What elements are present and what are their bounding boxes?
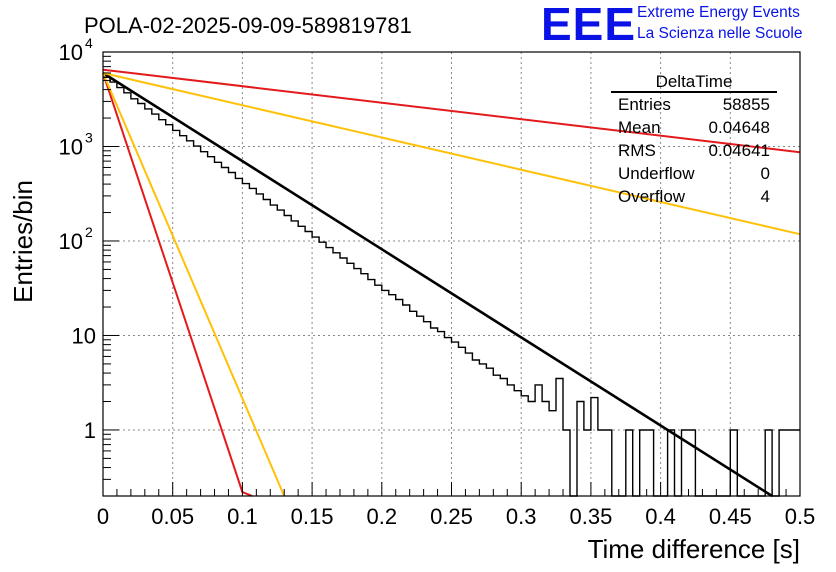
stats-title: DeltaTime (656, 72, 733, 91)
y-tick-exponent: 4 (85, 35, 93, 51)
line-shallow-red (102, 68, 801, 154)
x-tick-label: 0.3 (506, 504, 537, 529)
x-tick-label: 0.5 (785, 504, 816, 529)
x-tick-label: 0.4 (645, 504, 676, 529)
y-axis-label: Entries/bin (8, 180, 38, 303)
x-tick-label: 0.45 (709, 504, 752, 529)
chart-title: POLA-02-2025-09-09-589819781 (84, 13, 412, 38)
stats-row-value: 58855 (723, 95, 770, 114)
stats-row-value: 0.04648 (709, 118, 770, 137)
stats-row-label: Entries (618, 95, 671, 114)
eee-logo-mark: EEE (541, 0, 636, 50)
stats-rows: Entries 58855 Mean 0.04648 RMS 0.04641 Underfl… (618, 95, 770, 206)
y-tick-exponent: 3 (85, 129, 93, 145)
stats-row-value: 0.04641 (709, 141, 770, 160)
y-tick-exponent: 2 (85, 224, 93, 240)
stats-row-label: RMS (618, 141, 656, 160)
eee-logo-line2: La Scienza nelle Scuole (637, 25, 802, 42)
x-tick-label: 0.05 (151, 504, 194, 529)
y-tick-label: 10 (59, 134, 83, 159)
y-tick-label: 1 (84, 418, 96, 443)
line-steep-red (102, 72, 253, 497)
x-tick-label: 0.15 (291, 504, 334, 529)
y-tick-label: 10 (59, 40, 83, 65)
stats-row-value: 4 (761, 187, 770, 206)
stats-box: DeltaTime Entries 58855 Mean 0.04648 RMS 0.04… (611, 72, 777, 206)
y-tick-label: 10 (59, 229, 83, 254)
x-tick-label: 0 (97, 504, 109, 529)
x-tick-label: 0.1 (227, 504, 258, 529)
stats-row-value: 0 (761, 164, 770, 183)
line-shallow-yellow (102, 72, 801, 236)
x-tick-label: 0.35 (569, 504, 612, 529)
x-tick-label: 0.2 (367, 504, 398, 529)
histogram-deltatime (103, 76, 800, 497)
stats-row-label: Mean (618, 118, 661, 137)
eee-logo-line1: Extreme Energy Events (637, 4, 800, 21)
stats-row-label: Underflow (618, 164, 695, 183)
x-tick-label: 0.25 (430, 504, 473, 529)
y-tick-label: 10 (72, 323, 96, 348)
line-fit (102, 71, 773, 498)
stats-row-label: Overflow (618, 187, 686, 206)
line-steep-yellow (102, 72, 286, 497)
axis-ticks: 0 0.05 0.1 0.15 0.2 0.25 0.3 0.35 0.4 0.45 0.5 1 10 1… (59, 35, 816, 529)
x-axis-label: Time difference [s] (588, 534, 800, 564)
